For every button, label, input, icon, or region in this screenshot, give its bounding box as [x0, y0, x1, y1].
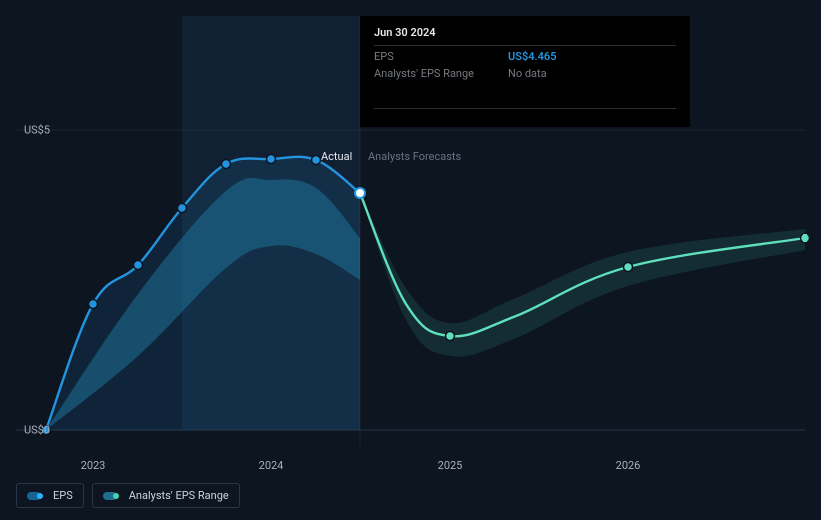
tooltip-key: Analysts' EPS Range: [374, 67, 484, 80]
tooltip-row: Analysts' EPS Range No data: [374, 65, 676, 82]
y-tick-label: US$0: [24, 424, 50, 437]
tooltip-key: EPS: [374, 50, 484, 63]
tooltip-row: EPS US$4.465: [374, 48, 676, 65]
legend-dot-icon: [37, 493, 43, 499]
y-tick-label: US$5: [24, 124, 50, 137]
chart-legend: EPS Analysts' EPS Range: [16, 483, 240, 508]
tooltip-value: US$4.465: [508, 50, 557, 63]
x-tick-label: 2026: [616, 459, 641, 472]
x-tick-label: 2024: [259, 459, 284, 472]
hover-tooltip: Jun 30 2024 EPS US$4.465 Analysts' EPS Ran…: [360, 16, 690, 127]
tooltip-date: Jun 30 2024: [374, 26, 676, 46]
legend-dot-icon: [113, 493, 119, 499]
section-label-forecast: Analysts Forecasts: [368, 150, 461, 163]
legend-label: Analysts' EPS Range: [129, 489, 229, 502]
x-axis-labels: 2023202420252026: [16, 446, 805, 466]
legend-item[interactable]: EPS: [16, 483, 84, 508]
eps-chart: Actual Analysts Forecasts US$5 US$0 Jun 3…: [16, 16, 805, 476]
legend-item[interactable]: Analysts' EPS Range: [92, 483, 240, 508]
legend-label: EPS: [53, 489, 73, 502]
plot-area[interactable]: Actual Analysts Forecasts US$5 US$0 Jun 3…: [16, 16, 805, 446]
section-label-actual: Actual: [321, 150, 352, 163]
x-tick-label: 2025: [438, 459, 463, 472]
tooltip-value: No data: [508, 67, 547, 80]
x-tick-label: 2023: [81, 459, 106, 472]
